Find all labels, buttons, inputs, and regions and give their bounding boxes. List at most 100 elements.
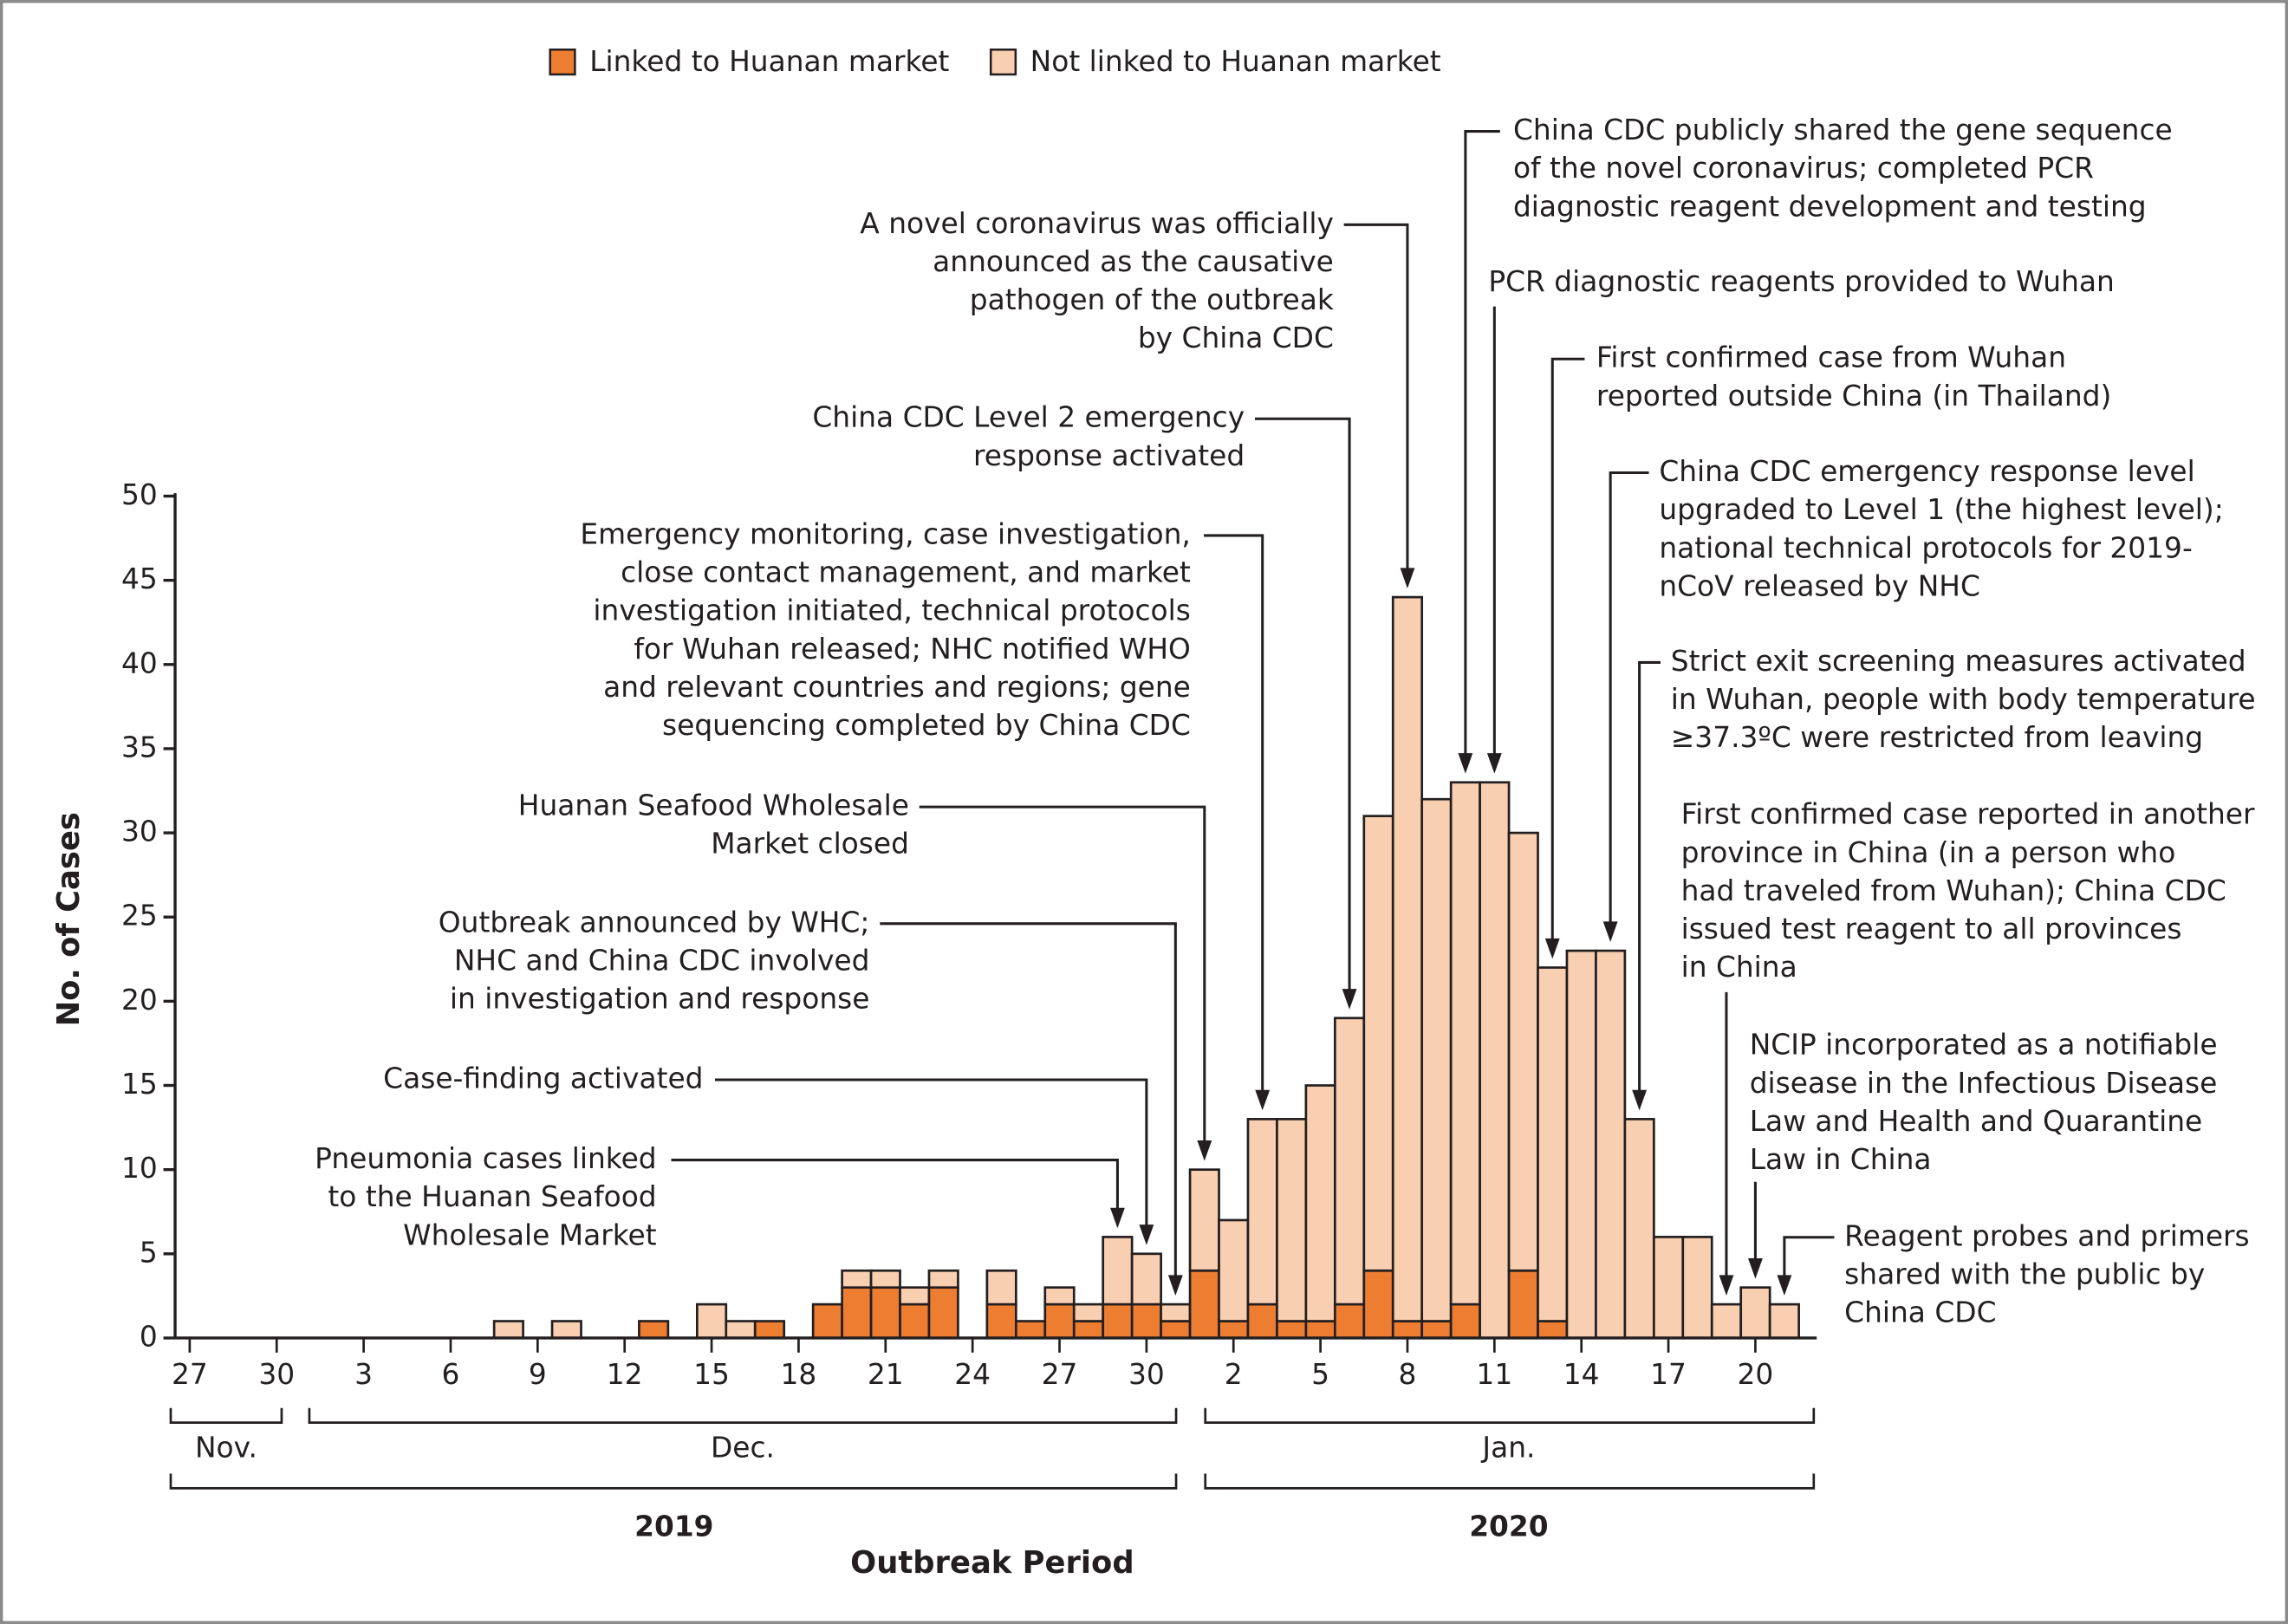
y-tick-label: 20 — [121, 984, 158, 1017]
arrowhead-icon — [1748, 1258, 1763, 1279]
annotation: PCR diagnostic reagents provided to Wuha… — [1486, 265, 2115, 774]
legend-label-linked: Linked to Huanan market — [589, 45, 949, 78]
x-tick-label: 3 — [354, 1358, 373, 1391]
annotation-text-line: China CDC — [1844, 1296, 1996, 1329]
annotation-leader-line — [1464, 130, 1500, 757]
annotation-text-line: Strict exit screening measures activated — [1671, 645, 2246, 678]
bar-linked — [1276, 1320, 1308, 1340]
x-tick-label: 30 — [1128, 1358, 1165, 1391]
month-bracket — [308, 1407, 1178, 1424]
annotation: Case-finding activated — [383, 1062, 1154, 1245]
annotation: A novel coronavirus was officially announ… — [860, 207, 1415, 588]
annotation-text-line: had traveled from Wuhan); China CDC — [1681, 874, 2226, 907]
annotation-text-line: investigation initiated, technical proto… — [593, 594, 1190, 627]
annotation-text-line: announced as the causative — [933, 245, 1334, 278]
month-label: Dec. — [711, 1431, 775, 1464]
annotation-leader-line — [1783, 1236, 1835, 1278]
bar-linked — [1304, 1320, 1336, 1340]
bar-not-linked — [1710, 1302, 1743, 1340]
annotation-text-line: close contact management, and market — [621, 556, 1191, 589]
bar-linked — [927, 1286, 959, 1340]
annotations: Pneumonia cases linked to the Huanan Seaf… — [315, 114, 2255, 1328]
bar-not-linked — [899, 1286, 931, 1306]
annotation: Pneumonia cases linked to the Huanan Seaf… — [315, 1142, 1125, 1251]
annotation-leader-line — [671, 1159, 1119, 1212]
x-tick-label: 14 — [1563, 1358, 1600, 1391]
annotation-text-line: to the Huanan Seafood — [328, 1180, 656, 1213]
y-tick-label: 15 — [121, 1068, 158, 1101]
bar-not-linked — [1043, 1286, 1076, 1306]
annotation-text-line: national technical protocols for 2019- — [1659, 531, 2192, 564]
arrowhead-icon — [1255, 1089, 1271, 1111]
annotation: NCIP incorporated as a notifiable disease… — [1748, 1029, 2218, 1279]
arrowhead-icon — [1719, 1275, 1734, 1296]
annotation-leader-line — [1609, 471, 1649, 925]
bar-linked — [985, 1302, 1017, 1340]
bar-linked — [1160, 1320, 1192, 1340]
annotation-text-line: Market closed — [711, 828, 909, 861]
bar-not-linked — [1218, 1218, 1250, 1322]
annotation-leader-line — [1638, 660, 1661, 1094]
legend-label-not-linked: Not linked to Huanan market — [1030, 45, 1441, 78]
bar-not-linked — [1739, 1286, 1771, 1340]
annotation-text-line: Law in China — [1750, 1143, 1932, 1176]
x-tick-label: 21 — [868, 1358, 904, 1391]
annotation-leader-line — [880, 922, 1177, 1278]
annotation-text-line: by China CDC — [1138, 322, 1334, 354]
bar-not-linked — [695, 1302, 728, 1340]
bar-not-linked — [1507, 831, 1539, 1272]
bar-not-linked — [1449, 781, 1481, 1306]
bar-not-linked — [927, 1269, 959, 1289]
annotation-text-line: ≥37.3ºC were restricted from leaving — [1671, 721, 2203, 754]
annotation-text-line: in China — [1681, 951, 1797, 984]
x-tick-label: 30 — [258, 1358, 295, 1391]
bar-not-linked — [1362, 815, 1394, 1272]
x-tick-label: 11 — [1476, 1358, 1512, 1391]
bar-not-linked — [725, 1320, 757, 1340]
bar-not-linked — [550, 1320, 582, 1340]
annotation-text-line: Outbreak announced by WHC; — [439, 906, 870, 939]
bar-not-linked — [1623, 1118, 1655, 1340]
annotation-text-line: issued test reagent to all provinces — [1681, 913, 2182, 945]
annotation-text-line: and relevant countries and regions; gene — [603, 671, 1191, 704]
y-tick-label: 5 — [140, 1236, 158, 1269]
annotation-text-line: China CDC emergency response level — [1659, 455, 2194, 488]
bar-not-linked — [1130, 1252, 1162, 1306]
annotation-text-line: NCIP incorporated as a notifiable — [1750, 1029, 2218, 1062]
annotation-text-line: for Wuhan released; NHC notified WHO — [634, 633, 1191, 666]
bars — [492, 595, 1800, 1340]
bar-linked — [1391, 1320, 1424, 1340]
annotation-text-line: Wholesale Market — [403, 1218, 657, 1251]
bar-linked — [1333, 1302, 1366, 1340]
bar-not-linked — [1652, 1236, 1685, 1340]
bar-not-linked — [1768, 1302, 1800, 1340]
month-label: Jan. — [1480, 1431, 1535, 1464]
bar-linked — [1218, 1320, 1250, 1340]
bar-linked — [1507, 1269, 1539, 1340]
bar-linked — [1246, 1302, 1278, 1340]
x-tick-label: 18 — [781, 1358, 817, 1391]
annotation-text-line: shared with the public by — [1844, 1257, 2205, 1290]
annotation-text-line: China CDC publicly shared the gene seque… — [1513, 114, 2173, 146]
y-tick-label: 45 — [121, 562, 158, 595]
annotation-text-line: First confirmed case reported in another — [1681, 798, 2255, 831]
y-tick-label: 50 — [121, 478, 158, 511]
y-tick-label: 10 — [121, 1152, 158, 1185]
bar-not-linked — [1160, 1302, 1192, 1322]
bar-not-linked — [1304, 1084, 1336, 1322]
bar-linked — [869, 1286, 901, 1340]
annotation-text-line: Reagent probes and primers — [1844, 1219, 2249, 1252]
x-tick-label: 6 — [442, 1358, 460, 1391]
bar-not-linked — [1102, 1236, 1134, 1306]
bar-not-linked — [1565, 949, 1597, 1340]
annotation-leader-line — [1204, 534, 1264, 1094]
x-tick-label: 15 — [693, 1358, 730, 1391]
y-tick-label: 30 — [121, 815, 158, 848]
annotation-leader-line — [1550, 357, 1585, 942]
x-tick-label: 8 — [1399, 1358, 1417, 1391]
x-tick-label: 24 — [954, 1358, 991, 1391]
bar-not-linked — [841, 1269, 873, 1289]
legend-swatch-linked — [549, 49, 576, 76]
annotation-text-line: in Wuhan, people with body temperature — [1671, 683, 2256, 716]
bar-linked — [1043, 1302, 1076, 1340]
